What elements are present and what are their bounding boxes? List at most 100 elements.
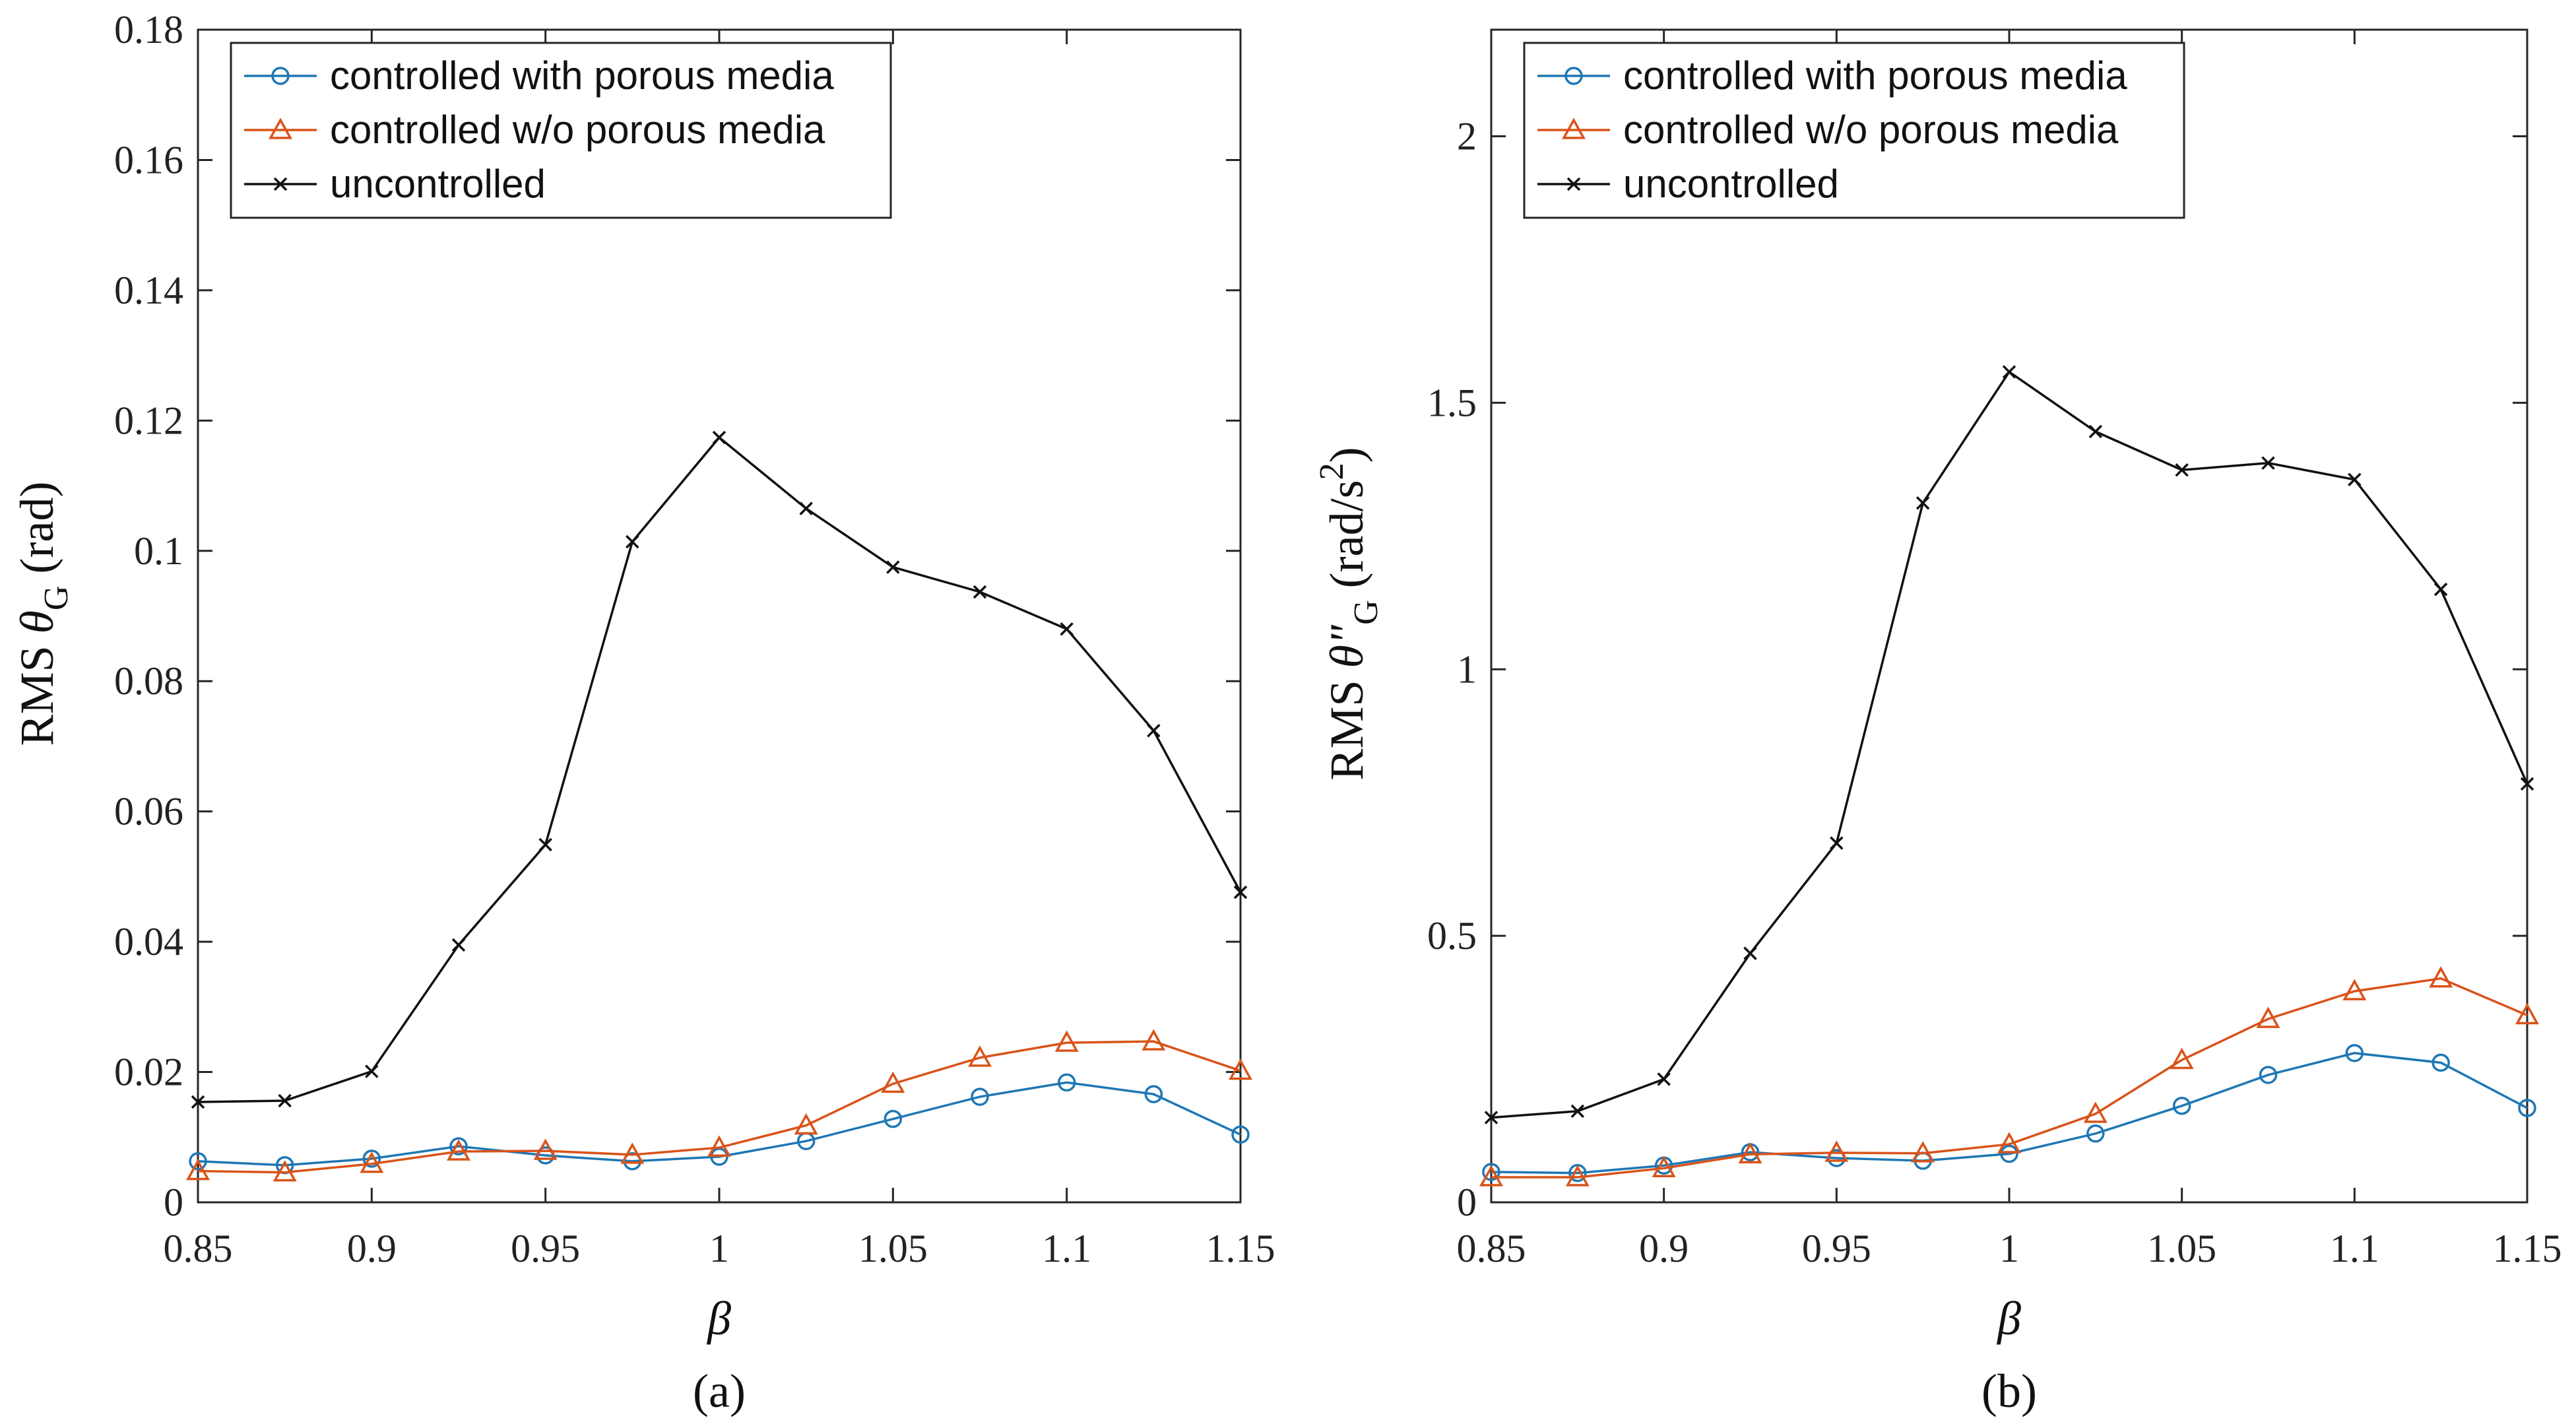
data-point-x (1570, 1104, 1585, 1119)
data-point-circle (884, 1109, 903, 1128)
data-point-x (2433, 582, 2448, 597)
data-point-circle (2518, 1099, 2536, 1117)
data-point-triangle (1565, 1165, 1590, 1186)
legend-box (230, 42, 892, 219)
data-point-circle (2000, 1144, 2018, 1163)
data-point-triangle (1479, 1165, 1503, 1186)
data-point-circle (2086, 1124, 2105, 1143)
x-tick-label: 1.1 (2330, 1227, 2379, 1270)
data-point-triangle (1824, 1140, 1849, 1162)
data-point-triangle (1054, 1030, 1079, 1052)
series-line (1491, 977, 2528, 1179)
data-point-x (1916, 496, 1930, 510)
legend-label: uncontrolled (1623, 162, 1839, 206)
x-tick-label: 1.15 (1206, 1227, 1275, 1270)
series-triangle (186, 1029, 1252, 1182)
x-axis-label: β (706, 1292, 731, 1345)
data-point-x (191, 1095, 205, 1109)
data-point-x (278, 1093, 292, 1108)
x-tick-label: 0.85 (1457, 1227, 1526, 1270)
data-point-triangle (1738, 1142, 1762, 1164)
data-point-x (2261, 456, 2275, 470)
y-axis-label: RMS θG (rad) (11, 482, 75, 746)
data-point-triangle (620, 1142, 645, 1164)
data-point-circle (1482, 1163, 1500, 1181)
data-point-triangle (2429, 966, 2453, 988)
data-point-x (451, 938, 466, 952)
data-point-x (886, 560, 900, 574)
data-point-triangle (794, 1113, 818, 1135)
legend-box (1523, 42, 2185, 219)
data-point-x (1830, 836, 1844, 850)
x-tick-label: 1.1 (1042, 1227, 1091, 1270)
data-point-x (538, 837, 552, 852)
y-tick-label: 0.1 (134, 529, 183, 573)
x-tick-label: 0.95 (511, 1227, 580, 1270)
y-tick-label: 1 (1457, 647, 1477, 691)
data-point-triangle (2515, 1002, 2539, 1025)
data-point-x (799, 502, 813, 515)
series-circle (1482, 1044, 2536, 1183)
data-point-circle (1564, 67, 1583, 85)
y-tick-label: 0.5 (1427, 914, 1477, 957)
series-x (191, 430, 1248, 1109)
y-axis-label: RMS θ"G (rad/s2) (1313, 447, 1385, 780)
data-point-x (1233, 885, 1248, 899)
data-point-triangle (1652, 1155, 1676, 1178)
x-tick-label: 0.9 (347, 1227, 397, 1270)
panel-caption: (b) (1981, 1365, 2037, 1417)
data-point-x (2175, 463, 2189, 477)
data-point-triangle (707, 1135, 731, 1157)
data-point-circle (2345, 1044, 2364, 1062)
y-tick-label: 0.16 (114, 138, 183, 181)
data-point-triangle (1997, 1132, 2021, 1153)
x-tick-label: 0.9 (1639, 1227, 1689, 1270)
series-line (197, 1081, 1241, 1167)
series-line (197, 1040, 1241, 1174)
series-triangle (1479, 966, 2539, 1186)
data-point-x (2520, 777, 2534, 791)
data-point-triangle (2256, 1006, 2280, 1028)
data-point-triangle (269, 117, 292, 139)
data-point-triangle (186, 1159, 210, 1181)
data-point-circle (2259, 1066, 2278, 1084)
series-circle (189, 1073, 1250, 1175)
x-tick-label: 1.05 (858, 1227, 928, 1270)
data-point-triangle (533, 1138, 558, 1160)
data-point-x (1657, 1072, 1671, 1086)
legend-label: controlled with porous media (330, 53, 834, 98)
data-point-x (2348, 472, 2362, 486)
data-point-circle (971, 1087, 989, 1106)
data-point-circle (710, 1148, 728, 1166)
panel-caption: (a) (693, 1365, 746, 1417)
data-point-circle (189, 1152, 207, 1171)
series-line (197, 436, 1242, 1103)
y-tick-label: 0 (1457, 1181, 1477, 1224)
data-point-triangle (2083, 1101, 2108, 1123)
legend-label: controlled with porous media (1623, 53, 2127, 98)
data-point-x (2002, 365, 2016, 379)
data-point-triangle (2342, 979, 2367, 1000)
data-point-triangle (1911, 1141, 1935, 1163)
data-point-triangle (1562, 117, 1586, 139)
data-point-x (712, 430, 726, 445)
data-point-x (1566, 177, 1581, 191)
legend-label: controlled w/o porous media (1623, 108, 2119, 152)
x-tick-label: 1 (709, 1227, 729, 1270)
legend-label: uncontrolled (330, 162, 546, 206)
y-tick-label: 0.04 (114, 920, 183, 963)
data-point-triangle (273, 1159, 297, 1182)
y-tick-label: 0.08 (114, 659, 183, 703)
y-tick-label: 0.18 (114, 8, 183, 51)
y-tick-label: 1.5 (1427, 381, 1477, 424)
legend: controlled with porous media controlled w… (230, 42, 892, 219)
data-point-x (1147, 724, 1161, 738)
data-point-x (1743, 946, 1757, 961)
y-tick-label: 0 (164, 1181, 183, 1224)
series-x (1484, 365, 2534, 1124)
y-tick-label: 2 (1457, 115, 1477, 158)
data-point-circle (1057, 1073, 1076, 1092)
x-tick-label: 1.15 (2493, 1227, 2562, 1270)
x-tick-label: 1.05 (2147, 1227, 2216, 1270)
